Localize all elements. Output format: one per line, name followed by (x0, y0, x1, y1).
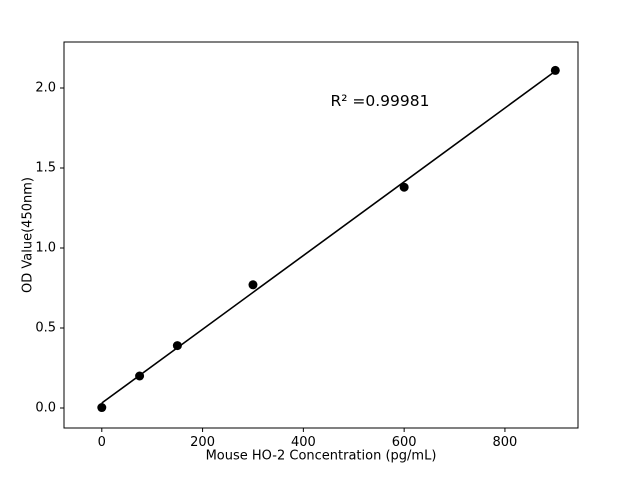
data-point (172, 341, 182, 351)
x-tick-label: 400 (291, 435, 316, 450)
x-tick-label: 800 (493, 435, 518, 450)
data-point (399, 182, 409, 192)
y-tick-label: 2.0 (35, 81, 56, 96)
x-tick-label: 200 (190, 435, 215, 450)
y-tick-label: 0.5 (35, 321, 56, 336)
axes-frame (63, 41, 579, 429)
data-point (550, 65, 560, 75)
r-squared-annotation: R² =0.99981 (330, 92, 430, 110)
x-axis-title: Mouse HO-2 Concentration (pg/mL) (205, 448, 437, 464)
y-tick-label: 0.0 (35, 401, 56, 416)
y-axis-title: OD Value(450nm) (20, 177, 36, 293)
data-point (97, 403, 107, 413)
data-point (135, 371, 145, 381)
y-tick-label: 1.5 (35, 161, 56, 176)
fit-line (101, 70, 556, 404)
y-tick-label: 1.0 (35, 241, 56, 256)
data-point (248, 280, 258, 290)
x-tick-label: 0 (98, 435, 106, 450)
x-tick-label: 600 (392, 435, 417, 450)
